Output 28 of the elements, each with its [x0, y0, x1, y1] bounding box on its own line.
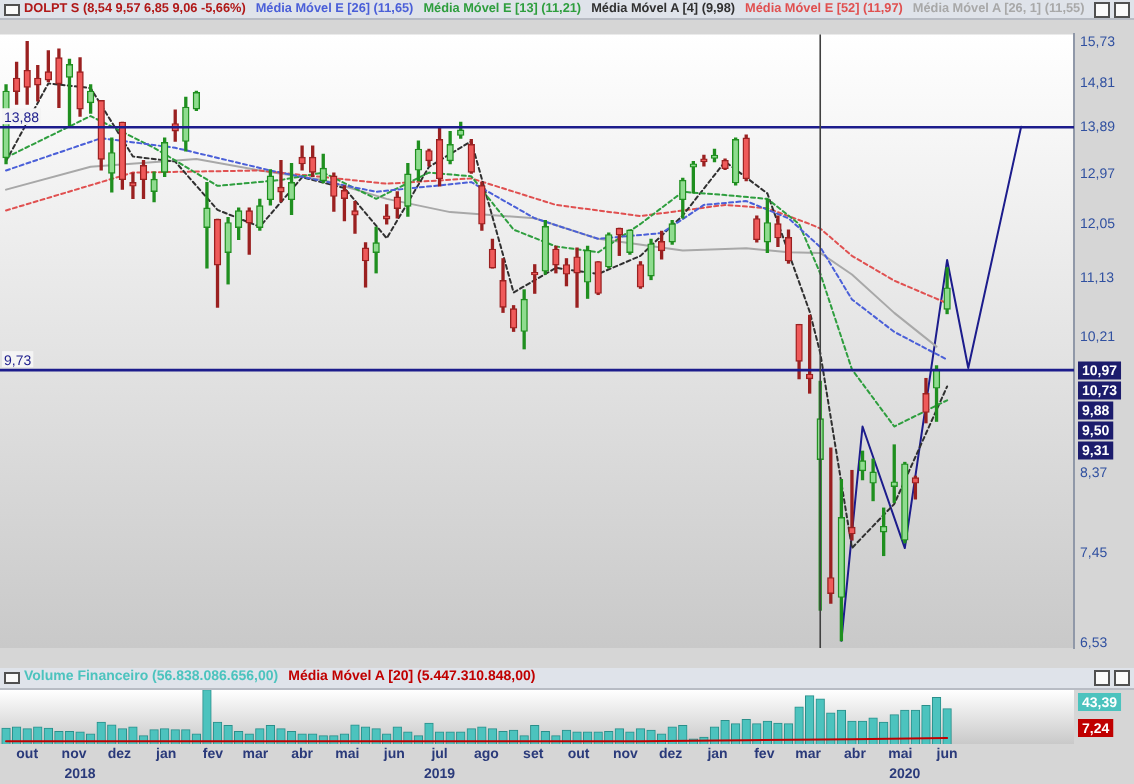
candlestick — [266, 169, 275, 206]
candlestick — [784, 229, 793, 264]
candlestick — [435, 128, 444, 187]
candlestick — [837, 478, 846, 642]
candlestick — [361, 242, 370, 288]
candlestick — [139, 159, 148, 199]
candlestick — [12, 61, 21, 105]
candlestick — [488, 238, 497, 269]
candlestick — [340, 185, 349, 222]
candlestick — [192, 90, 201, 111]
candlestick — [636, 261, 645, 289]
candlestick — [65, 58, 74, 127]
candlestick — [858, 450, 867, 481]
candlestick — [277, 159, 285, 203]
candlestick — [129, 172, 137, 199]
candlestick — [657, 230, 666, 260]
candlestick — [86, 84, 95, 114]
candlestick — [203, 182, 211, 269]
candlestick — [509, 305, 518, 332]
candlestick — [213, 218, 222, 308]
candlestick — [287, 163, 296, 216]
candlestick — [562, 258, 571, 287]
line-series — [5, 82, 949, 550]
candlestick — [932, 365, 941, 422]
candlestick — [911, 475, 920, 500]
candlestick — [414, 140, 423, 182]
candlestick — [583, 245, 592, 299]
candlestick — [848, 469, 856, 541]
